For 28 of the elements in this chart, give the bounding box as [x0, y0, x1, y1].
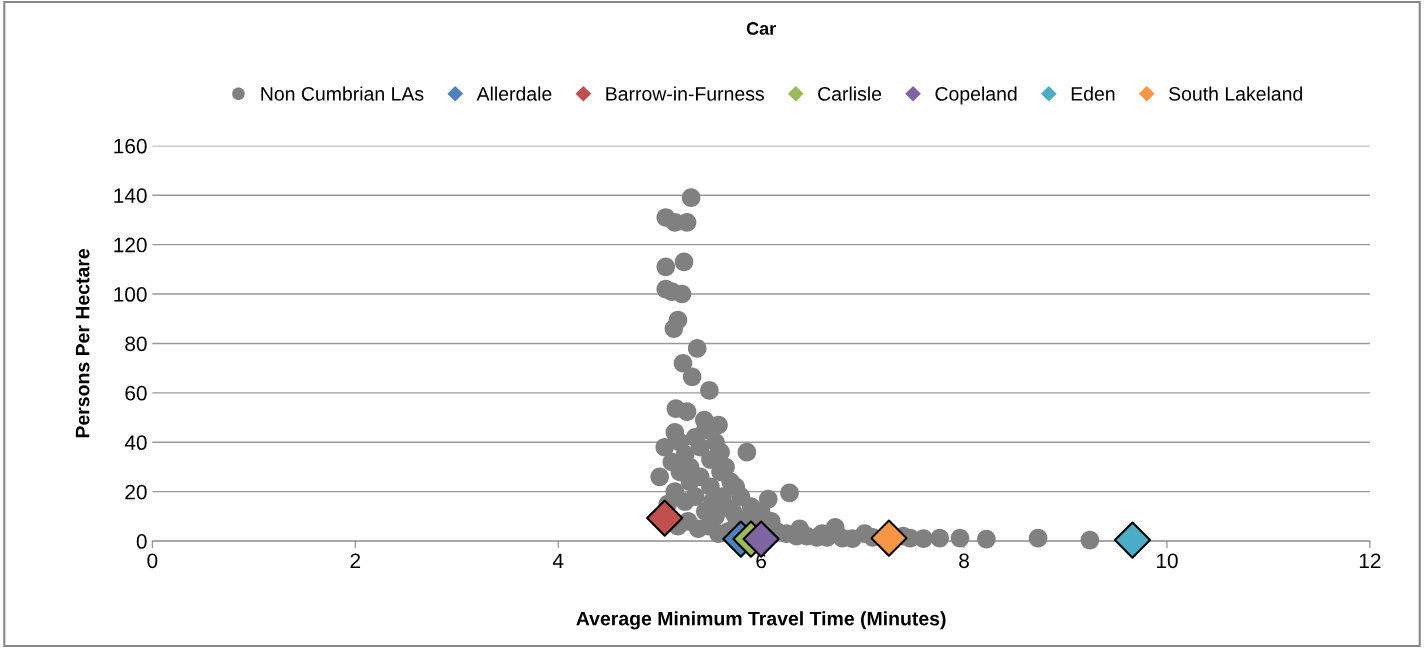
y-tick-label: 40: [124, 435, 147, 451]
y-tick-label: 160: [114, 138, 147, 154]
chart-title: Car: [746, 22, 776, 35]
legend-label: Barrow-in-Furness: [606, 86, 764, 101]
point: [1113, 521, 1152, 559]
x-tick-label: 10: [1156, 553, 1178, 569]
x-tick-label: 12: [1359, 553, 1381, 568]
legend-label: Non Cumbrian LAs: [261, 86, 424, 101]
legend-label: Copeland: [935, 86, 1017, 105]
x-tick-label: 2: [350, 553, 361, 568]
y-tick-label: 80: [125, 336, 147, 352]
y-tick-label: 0: [136, 534, 147, 549]
legend-label: South Lakeland: [1169, 86, 1303, 101]
x-axis-title: Average Minimum Travel Time (Minutes): [576, 611, 946, 630]
y-tick-label: 20: [125, 484, 147, 500]
x-tick-label: 0: [147, 553, 158, 569]
point: [646, 499, 684, 537]
y-tick-label: 120: [114, 237, 147, 253]
x-tick-label: 4: [552, 553, 564, 568]
legend-label: Eden: [1071, 86, 1115, 101]
point: [870, 519, 908, 557]
legend-label: Allerdale: [476, 86, 552, 101]
legend-label: Carlisle: [818, 86, 882, 101]
y-tick-label: 60: [125, 385, 147, 401]
y-tick-label: 140: [114, 188, 147, 203]
y-axis-title: Persons Per Hectare: [75, 248, 90, 438]
y-tick-label: 100: [114, 287, 147, 302]
x-tick-label: 8: [959, 553, 969, 569]
